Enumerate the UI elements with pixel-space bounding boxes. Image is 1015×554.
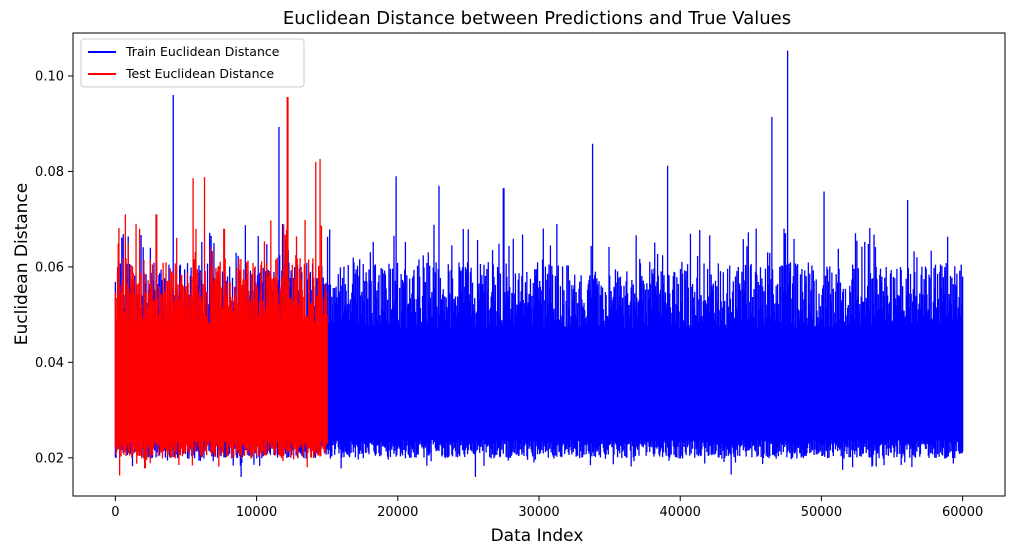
y-axis-label: Euclidean Distance bbox=[12, 183, 32, 346]
x-tick-label: 50000 bbox=[801, 505, 842, 520]
chart-title: Euclidean Distance between Predictions a… bbox=[283, 8, 791, 29]
x-axis-label: Data Index bbox=[491, 526, 584, 546]
x-tick-label: 60000 bbox=[942, 505, 983, 520]
x-tick-label: 20000 bbox=[377, 505, 418, 520]
x-tick-label: 10000 bbox=[236, 505, 277, 520]
axes-layer: 0 10000 20000 30000 40000 50000 60000 0.02 0.04 0… bbox=[35, 32, 1006, 520]
series-line-test bbox=[114, 96, 328, 476]
y-tick-label: 0.06 bbox=[35, 260, 64, 275]
x-tick-label: 30000 bbox=[518, 505, 559, 520]
legend-box bbox=[80, 38, 305, 88]
legend-label-train: Train Euclidean Distance bbox=[125, 44, 280, 59]
x-tick-label: 0 bbox=[111, 505, 119, 520]
x-tick-label: 40000 bbox=[660, 505, 701, 520]
series-layer bbox=[114, 50, 964, 477]
legend-label-test: Test Euclidean Distance bbox=[125, 66, 274, 81]
y-tick-label: 0.10 bbox=[35, 69, 64, 84]
y-tick-label: 0.08 bbox=[35, 165, 64, 180]
legend: Train Euclidean Distance Test Euclidean … bbox=[80, 38, 305, 88]
y-tick-label: 0.04 bbox=[35, 356, 64, 371]
y-tick-label: 0.02 bbox=[35, 451, 64, 466]
